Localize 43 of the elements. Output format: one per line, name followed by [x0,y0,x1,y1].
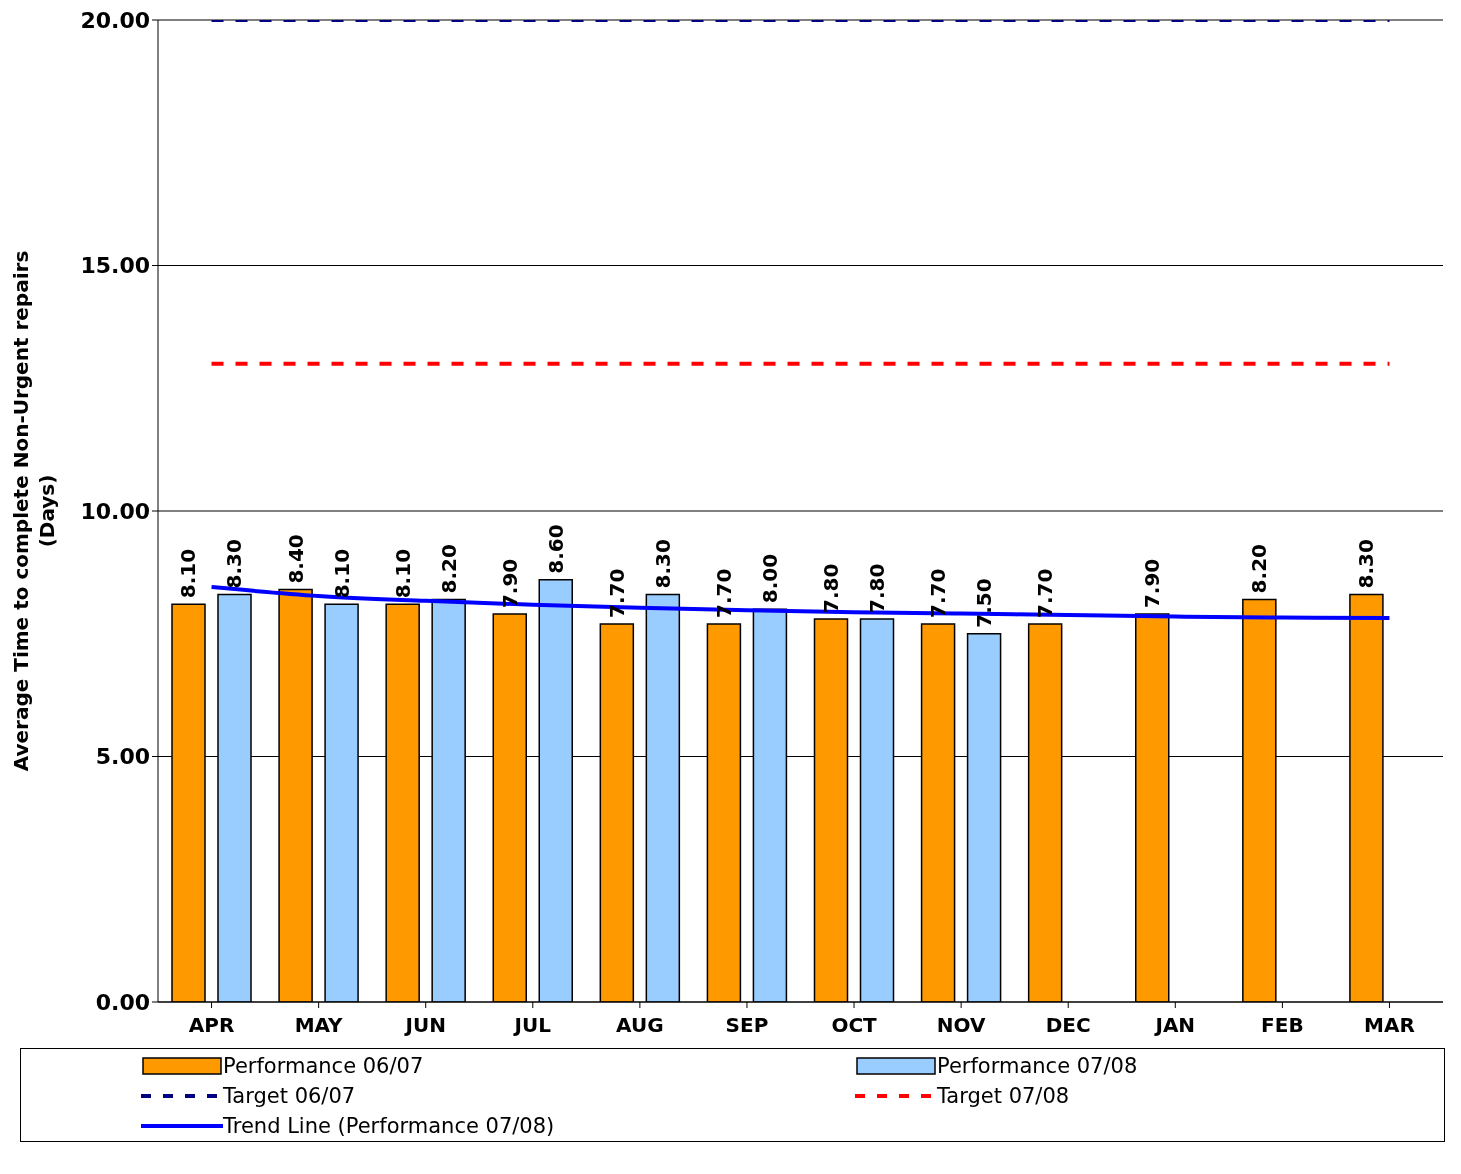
x-tick-label: AUG [616,1013,664,1038]
x-tick-label: FEB [1261,1013,1304,1038]
x-tick-label: NOV [936,1013,986,1038]
y-tick-label: 15.00 [80,253,150,279]
y-tick-label: 10.00 [80,498,150,524]
legend-label: Trend Line (Performance 07/08) [223,1114,555,1138]
data-label: 7.70 [711,568,736,618]
data-label: 8.00 [757,553,782,604]
y-tick-label: 5.00 [95,744,150,770]
x-tick-label: MAR [1364,1013,1415,1038]
data-label: 8.10 [390,548,415,599]
x-tick-label: JAN [1153,1013,1196,1038]
y-tick-label: 0.00 [95,989,150,1015]
data-label: 8.60 [543,524,568,574]
data-label: 7.70 [1033,568,1058,618]
legend-label: Performance 06/07 [223,1054,424,1078]
x-tick-label: SEP [725,1013,769,1038]
data-label: 8.30 [222,539,247,589]
data-label: 7.90 [1140,558,1165,609]
legend-label: Target 07/08 [937,1084,1070,1108]
x-tick-label: OCT [831,1013,878,1038]
x-tick-label: MAY [294,1013,344,1038]
x-tick-label: JUN [403,1013,446,1038]
data-label: 7.70 [604,568,629,618]
data-label: 8.10 [176,548,201,599]
x-tick-label: APR [188,1013,235,1038]
data-label: 7.90 [497,558,522,609]
data-label: 8.40 [283,534,308,584]
legend-label: Performance 07/08 [937,1054,1138,1078]
legend-label: Target 06/07 [223,1084,356,1108]
data-label: 7.70 [926,568,951,618]
y-axis-title: Average Time to complete Non-Urgent repairs (Days) [9,250,59,772]
data-label: 7.80 [819,563,843,614]
data-label: 8.20 [436,544,461,594]
data-label: 8.10 [329,548,354,599]
y-tick-label: 20.00 [80,7,150,33]
x-tick-label: DEC [1045,1013,1091,1038]
data-label: 7.80 [865,563,889,614]
data-label: 8.30 [650,539,675,589]
data-label: 8.20 [1247,544,1272,594]
x-tick-label: JUL [512,1013,552,1038]
data-label: 7.50 [972,578,997,628]
data-label: 8.30 [1354,539,1379,589]
